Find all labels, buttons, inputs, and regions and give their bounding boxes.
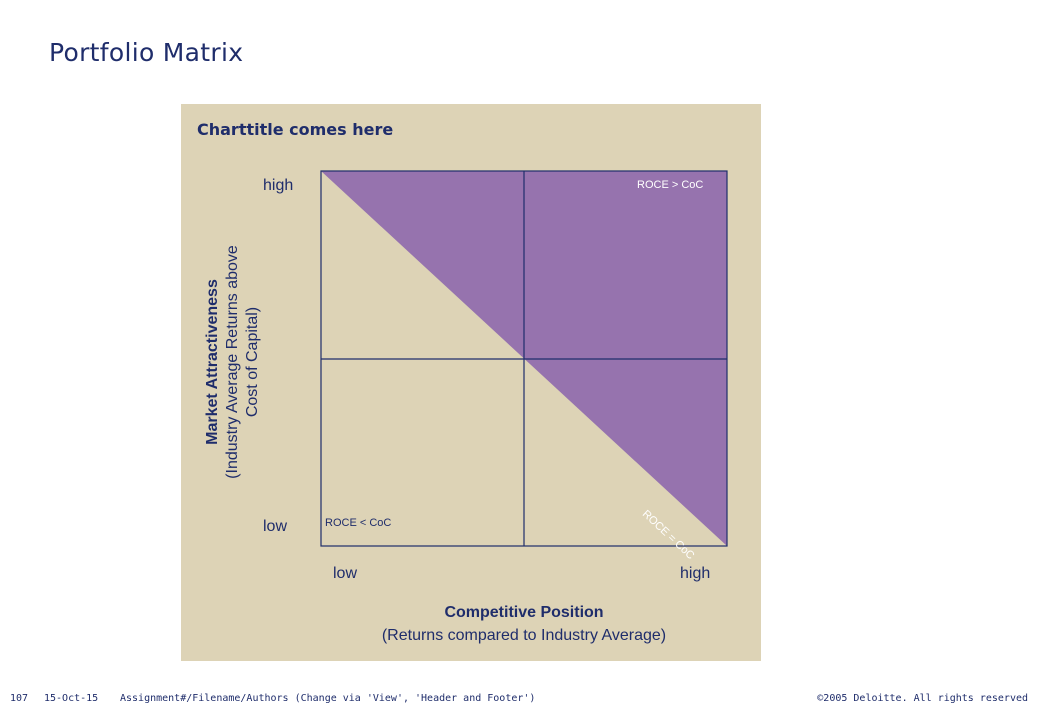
y-axis-title-line2: (Industry Average Returns above: [224, 245, 241, 479]
x-axis-title-line2: (Returns compared to Industry Average): [381, 627, 667, 644]
y-tick-high: high: [263, 177, 294, 194]
footer-page-number: 107: [10, 693, 29, 704]
y-axis-title: Market Attractiveness (Industry Average …: [203, 182, 263, 542]
chart-title: Charttitle comes here: [197, 120, 394, 139]
y-tick-low: low: [263, 518, 288, 535]
footer-copyright: ©2005 Deloitte. All rights reserved: [817, 693, 1028, 704]
x-tick-low: low: [333, 565, 358, 582]
slide-title: Portfolio Matrix: [49, 38, 244, 67]
x-tick-high: high: [680, 565, 711, 582]
footer-date: 15-Oct-15: [44, 693, 99, 704]
footer-path: Assignment#/Filename/Authors (Change via…: [120, 693, 536, 704]
y-axis-title-main: Market Attractiveness: [204, 279, 221, 445]
zone-label-upper: ROCE > CoC: [637, 179, 704, 191]
zone-label-lower: ROCE < CoC: [325, 517, 392, 529]
x-axis-title-main: Competitive Position: [444, 604, 604, 621]
y-axis-title-line3: Cost of Capital): [244, 306, 261, 418]
